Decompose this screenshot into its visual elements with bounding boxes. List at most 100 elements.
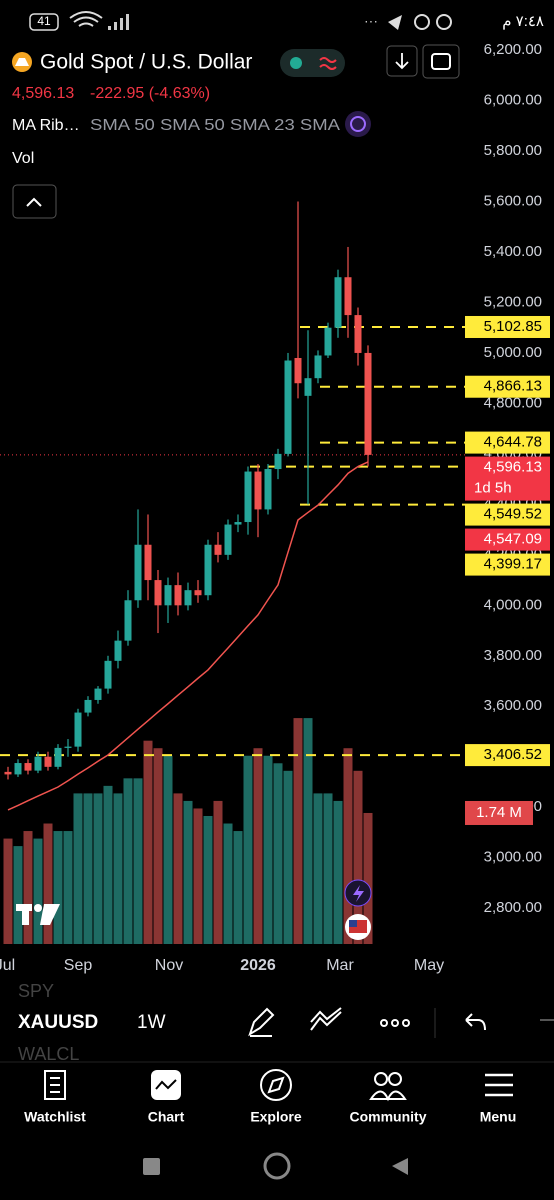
indicators-button[interactable]	[310, 1007, 342, 1031]
y-tick-label: 5,600.00	[484, 192, 542, 209]
candle-body	[234, 522, 242, 525]
volume-bar	[183, 800, 193, 944]
status-icons: ···	[364, 13, 378, 29]
chevron-up-icon	[26, 197, 42, 207]
symbol-logo-mark	[15, 58, 29, 66]
indicator-settings-button[interactable]	[345, 111, 371, 137]
home-button[interactable]	[263, 1152, 291, 1180]
volume-bar	[333, 800, 343, 944]
volume-bar	[233, 831, 243, 944]
price-label-box	[465, 744, 550, 767]
volume-bar	[203, 815, 213, 944]
volume-bar	[353, 770, 363, 944]
next-symbol[interactable]: WALCL	[18, 1044, 79, 1064]
candle-body	[144, 544, 152, 581]
previous-symbol[interactable]: SPY	[18, 981, 54, 1001]
nav-labels: Watchlist Chart Explore Community Menu	[24, 1109, 516, 1125]
menu-icon[interactable]	[485, 1073, 513, 1097]
nav-label[interactable]: Community	[350, 1109, 427, 1125]
candle-body	[354, 315, 362, 353]
volume-bar	[103, 785, 113, 944]
candle-body	[274, 453, 282, 470]
nav-label[interactable]: Chart	[148, 1109, 185, 1125]
candle-body	[214, 544, 222, 555]
candle-body	[284, 360, 292, 454]
volume-bar	[243, 755, 253, 944]
candle-body	[254, 471, 262, 510]
watchlist-icon[interactable]	[44, 1070, 66, 1100]
candle-body	[294, 357, 302, 384]
volume-bar	[313, 793, 323, 944]
y-tick-label: 5,400.00	[484, 243, 542, 260]
down-arrow-icon	[395, 53, 409, 70]
volume-bar	[273, 763, 283, 944]
nav-label[interactable]: Menu	[480, 1109, 517, 1125]
drawing-tool-button[interactable]	[248, 1007, 275, 1037]
fullscreen-icon	[431, 53, 451, 70]
more-button[interactable]	[380, 1019, 410, 1027]
delay-icon	[319, 57, 337, 70]
clock: ٧:٤٨ م	[502, 13, 544, 30]
volume-bar	[343, 748, 353, 944]
indicator-settings-icon	[350, 116, 366, 132]
y-tick-label: 6,200.00	[484, 41, 542, 58]
nav-label[interactable]: Explore	[250, 1109, 302, 1125]
explore-icon[interactable]	[260, 1069, 292, 1101]
volume-bar	[163, 755, 173, 944]
symbol-name[interactable]: XAUUSD	[18, 1012, 98, 1033]
moving-average-line	[7, 461, 369, 811]
y-tick-label: 3,600.00	[484, 697, 542, 714]
last-price: 4,596.13	[12, 85, 74, 102]
volume-bar	[73, 793, 83, 944]
price-label: 4,644.78	[484, 434, 542, 451]
y-tick-label: 2,800.00	[484, 899, 542, 916]
candle-body	[164, 585, 172, 606]
volume-bar	[153, 748, 163, 944]
collapse-button[interactable]	[12, 184, 57, 219]
market-status-pill[interactable]	[280, 49, 345, 77]
nav-label[interactable]: Watchlist	[24, 1109, 86, 1125]
candle-body	[184, 590, 192, 606]
bottom-navigation: Watchlist Chart Explore Community Menu	[0, 1061, 554, 1125]
candle-body	[114, 640, 122, 661]
flag-canton	[349, 920, 357, 927]
y-tick-label: 4,800.00	[484, 394, 542, 411]
fullscreen-button[interactable]	[422, 44, 460, 79]
chart-icon-line	[155, 1079, 177, 1090]
plot-area: 2,800.003,000.003,200.003,400.003,600.00…	[0, 41, 550, 974]
volume-bar	[323, 793, 333, 944]
candle-body	[174, 585, 182, 606]
price-label: 5,102.85	[484, 318, 542, 335]
candle-body	[24, 763, 32, 771]
y-tick-label: 3,800.00	[484, 647, 542, 664]
volume-bar	[113, 793, 123, 944]
volume-bar	[63, 831, 73, 944]
candle-body	[124, 600, 132, 641]
volume-bar	[43, 823, 53, 944]
volume-bar	[223, 823, 233, 944]
price-label: 4,866.13	[484, 378, 542, 395]
price-label: 3,406.52	[484, 746, 542, 763]
volume-bar	[93, 793, 103, 944]
price-label-box	[465, 553, 550, 576]
y-tick-label: 6,000.00	[484, 92, 542, 109]
market-open-dot	[290, 57, 302, 69]
volume-bar	[133, 778, 143, 944]
candle-body	[264, 469, 272, 510]
volume-bar	[303, 718, 313, 944]
x-tick-label: May	[414, 957, 444, 974]
candle-body	[204, 544, 212, 596]
back-button[interactable]	[392, 1158, 408, 1175]
undo-button[interactable]	[465, 1013, 486, 1031]
volume-bar	[13, 846, 23, 944]
community-icon[interactable]	[369, 1072, 407, 1102]
volume-bar	[213, 800, 223, 944]
recents-button[interactable]	[143, 1158, 160, 1175]
volume-bar	[263, 755, 273, 944]
signal-icon	[108, 14, 129, 30]
symbol-title: Gold Spot / U.S. Dollar	[40, 51, 252, 74]
interval[interactable]: 1W	[137, 1012, 166, 1033]
volume-bar	[173, 793, 183, 944]
